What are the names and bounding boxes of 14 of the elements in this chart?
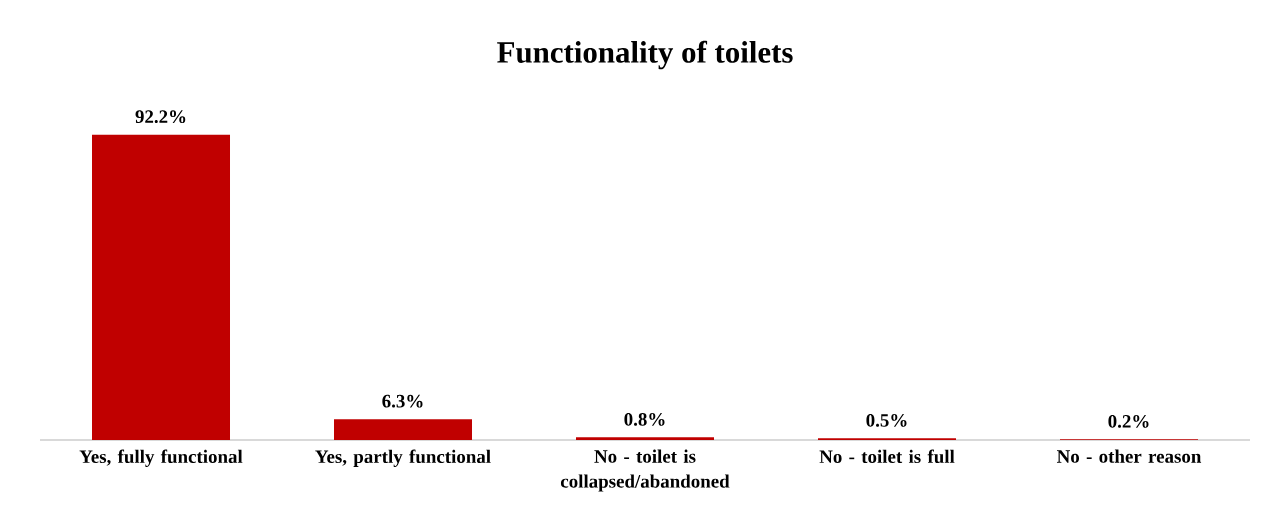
data-label: 6.3% [382, 394, 423, 408]
chart-title: Functionality of toilets [497, 40, 793, 70]
x-tick-label: No - toilet is full [819, 449, 955, 464]
data-label: 0.2% [1108, 414, 1149, 428]
bar [576, 437, 714, 440]
data-label: 92.2% [135, 110, 186, 124]
x-tick-label: Yes, fully functional [79, 449, 243, 467]
x-tick-label: No - other reason [1056, 449, 1202, 463]
x-tick-label: Yes, partly functional [315, 449, 491, 467]
bar [334, 419, 472, 440]
data-label: 0.8% [624, 412, 665, 426]
x-tick-label: No - toilet is collapsed/abandoned [560, 449, 730, 492]
data-label: 0.5% [866, 413, 907, 427]
bar [92, 134, 230, 440]
